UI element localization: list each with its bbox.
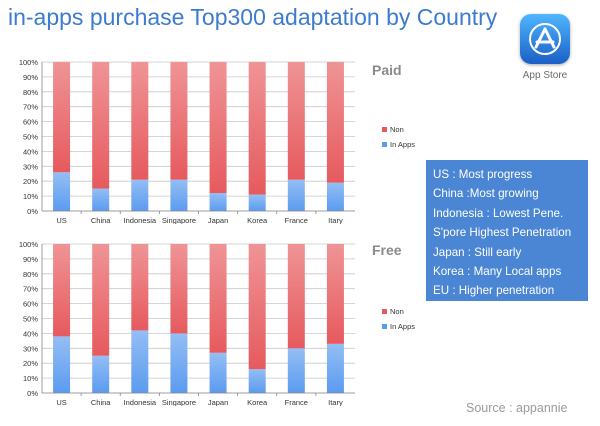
- x-tick-label: Korea: [247, 398, 268, 406]
- y-tick-label: 40%: [23, 329, 38, 338]
- bar-non-korea: [248, 244, 266, 370]
- paid-chart: 0% 10% 20% 30% 40% 50% 60% 70% 80% 90% 100% US China…: [0, 54, 420, 224]
- note-china: China :Most growing: [433, 187, 539, 201]
- bar-in-apps-itary: [326, 182, 344, 211]
- note-us: US : Most progress: [433, 168, 533, 181]
- legend-label: Non: [390, 125, 404, 134]
- note-korea: Korea : Many Local apps: [433, 265, 562, 279]
- x-tick-label: Itary: [328, 216, 343, 224]
- bar-in-apps-us: [53, 336, 71, 393]
- y-tick-label: 70%: [23, 103, 38, 112]
- bar-non-japan: [209, 244, 227, 353]
- y-tick-label: 100%: [19, 240, 39, 249]
- page-title: in-apps purchase Top300 adaptation by Co…: [8, 4, 498, 30]
- x-tick-label: France: [285, 398, 308, 406]
- y-tick-label: 70%: [23, 285, 38, 294]
- y-tick-label: 100%: [19, 58, 39, 67]
- bar-non-korea: [248, 62, 266, 195]
- app-store-logo: App Store: [512, 14, 578, 81]
- bar-non-itary: [326, 62, 344, 183]
- x-tick-label: China: [91, 216, 111, 224]
- y-tick-label: 60%: [23, 300, 38, 309]
- bar-non-singapore: [170, 244, 188, 334]
- y-tick-label: 20%: [23, 177, 38, 186]
- x-tick-label: Singapore: [162, 398, 196, 406]
- bar-non-us: [53, 244, 71, 337]
- bar-in-apps-japan: [209, 193, 227, 211]
- bar-in-apps-singapore: [170, 333, 188, 393]
- bar-non-japan: [209, 62, 227, 194]
- notes-box: US : Most progress China :Most growing I…: [426, 160, 588, 301]
- y-tick-label: 0%: [27, 389, 38, 398]
- legend-swatch: [382, 127, 387, 132]
- note-indonesia: Indonesia : Lowest Pene.: [433, 206, 564, 220]
- app-store-icon: [520, 14, 570, 64]
- legend-swatch: [382, 142, 387, 147]
- bar-in-apps-singapore: [170, 179, 188, 211]
- y-tick-label: 20%: [23, 359, 38, 368]
- y-tick-label: 10%: [23, 374, 38, 383]
- note-singapore: S'pore Highest Penetration: [433, 226, 572, 240]
- app-store-label: App Store: [522, 70, 568, 81]
- legend-label: In Apps: [390, 140, 415, 149]
- x-tick-label: China: [91, 398, 111, 406]
- y-tick-label: 90%: [23, 255, 38, 264]
- y-tick-label: 0%: [27, 207, 38, 216]
- bar-in-apps-korea: [248, 194, 266, 211]
- y-tick-label: 60%: [23, 118, 38, 127]
- bar-in-apps-korea: [248, 369, 266, 393]
- paid-chart-svg: 0% 10% 20% 30% 40% 50% 60% 70% 80% 90% 100% US China…: [19, 58, 415, 224]
- bar-in-apps-france: [287, 179, 305, 211]
- x-tick-label: Indonesia: [124, 216, 157, 224]
- y-tick-label: 80%: [23, 88, 38, 97]
- legend-swatch: [382, 324, 387, 329]
- bar-in-apps-itary: [326, 343, 344, 393]
- x-tick-label: US: [56, 398, 66, 406]
- y-tick-label: 40%: [23, 147, 38, 156]
- bar-in-apps-japan: [209, 352, 227, 393]
- x-tick-label: France: [285, 216, 308, 224]
- bar-non-china: [92, 62, 110, 189]
- legend-label: In Apps: [390, 322, 415, 331]
- note-eu: EU : Higher penetration: [433, 284, 555, 298]
- bar-non-france: [287, 244, 305, 349]
- legend-label: Non: [390, 307, 404, 316]
- bar-in-apps-us: [53, 172, 71, 211]
- y-tick-label: 50%: [23, 133, 38, 142]
- paid-chart-title: Paid: [372, 62, 402, 78]
- y-tick-label: 80%: [23, 270, 38, 279]
- y-tick-label: 90%: [23, 73, 38, 82]
- note-japan: Japan : Still early: [433, 245, 522, 259]
- bar-in-apps-china: [92, 355, 110, 393]
- bar-non-china: [92, 244, 110, 356]
- y-tick-label: 50%: [23, 315, 38, 324]
- x-tick-label: Singapore: [162, 216, 196, 224]
- bar-in-apps-indonesia: [131, 179, 149, 211]
- bar-in-apps-indonesia: [131, 330, 149, 393]
- bar-in-apps-france: [287, 348, 305, 393]
- bar-non-france: [287, 62, 305, 180]
- bar-non-itary: [326, 244, 344, 344]
- x-tick-label: Japan: [208, 216, 228, 224]
- x-tick-label: Korea: [247, 216, 268, 224]
- free-chart-title: Free: [372, 242, 402, 258]
- source-label: Source : appannie: [466, 401, 568, 415]
- x-tick-label: Japan: [208, 398, 228, 406]
- bar-non-indonesia: [131, 62, 149, 180]
- y-tick-label: 10%: [23, 192, 38, 201]
- x-tick-label: Indonesia: [124, 398, 157, 406]
- x-tick-label: US: [56, 216, 66, 224]
- bar-non-indonesia: [131, 244, 149, 331]
- y-tick-label: 30%: [23, 162, 38, 171]
- x-tick-label: Itary: [328, 398, 343, 406]
- bar-non-singapore: [170, 62, 188, 180]
- bar-non-us: [53, 62, 71, 173]
- y-tick-label: 30%: [23, 344, 38, 353]
- free-chart-svg: 0% 10% 20% 30% 40% 50% 60% 70% 80% 90% 100% US China…: [19, 240, 415, 406]
- bar-in-apps-china: [92, 188, 110, 211]
- free-chart: 0% 10% 20% 30% 40% 50% 60% 70% 80% 90% 100% US China…: [0, 236, 420, 406]
- legend-swatch: [382, 309, 387, 314]
